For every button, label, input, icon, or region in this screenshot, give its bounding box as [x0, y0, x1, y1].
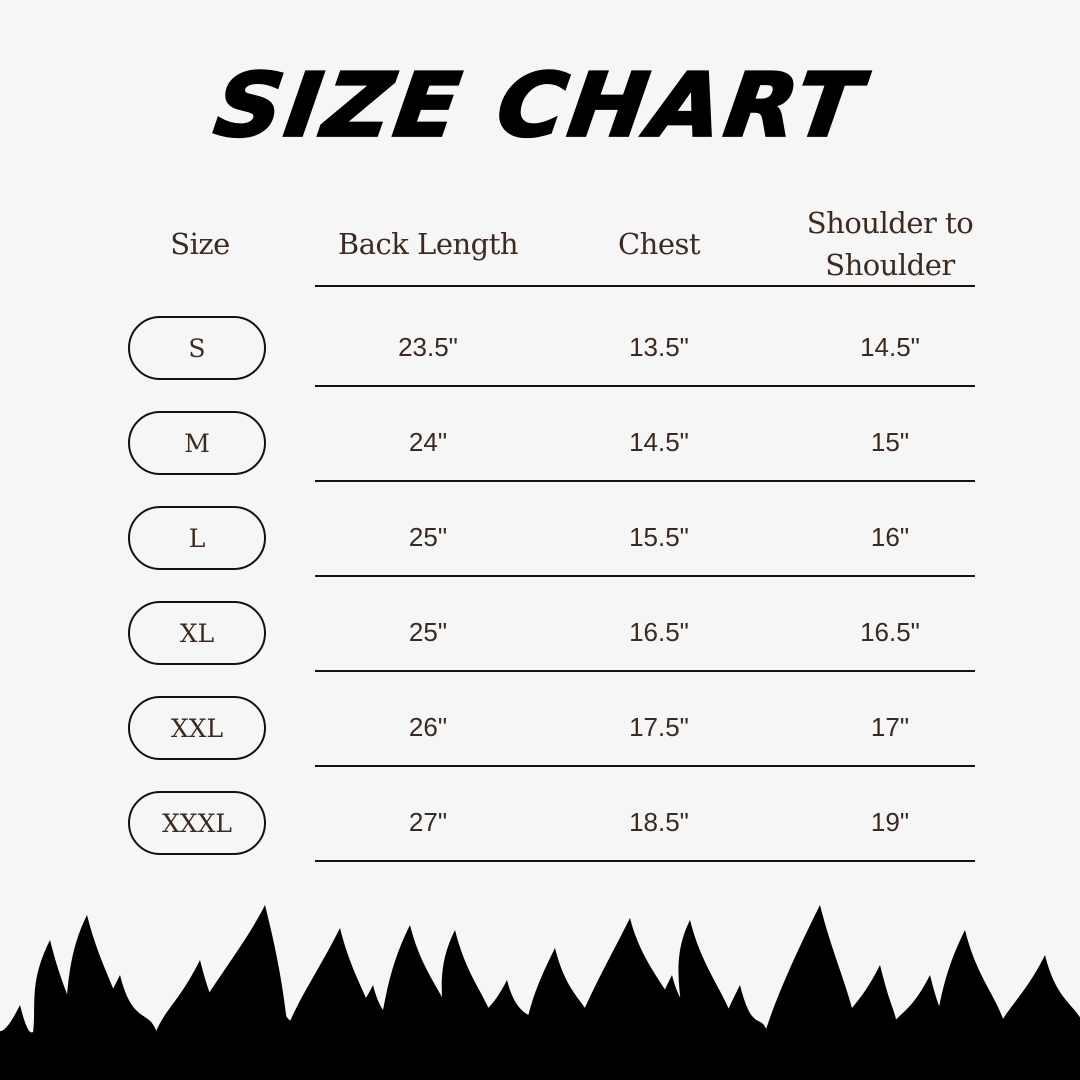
size-badge: L [128, 506, 266, 570]
shoulder-value: 19" [870, 807, 910, 837]
chest-value: 16.5" [629, 617, 689, 647]
size-badge: XXL [128, 696, 266, 760]
row-divider [315, 765, 975, 767]
chest-value: 17.5" [629, 712, 689, 742]
row-divider [315, 480, 975, 482]
size-badge: XL [128, 601, 266, 665]
page-title: SIZE CHART [208, 53, 872, 158]
back-length-value: 23.5" [398, 332, 458, 362]
shoulder-value: 16" [870, 522, 910, 552]
flames-decoration [0, 905, 1080, 1080]
chest-value: 14.5" [629, 427, 689, 457]
back-length-value: 25" [408, 522, 448, 552]
row-divider [315, 575, 975, 577]
back-length-value: 27" [408, 807, 448, 837]
shoulder-value: 15" [870, 427, 910, 457]
flame-icon [0, 905, 1080, 1080]
header-chest: Chest [617, 227, 701, 261]
header-shoulder-line2: Shoulder [825, 248, 955, 282]
header-divider [315, 285, 975, 287]
size-label: S [188, 333, 206, 363]
row-divider [315, 385, 975, 387]
chest-value: 13.5" [629, 332, 689, 362]
size-badge: M [128, 411, 266, 475]
row-divider [315, 670, 975, 672]
shoulder-value: 16.5" [860, 617, 920, 647]
size-label: M [184, 428, 210, 458]
size-label: L [188, 523, 206, 553]
header-back-length: Back Length [337, 227, 519, 261]
size-badge: XXXL [128, 791, 266, 855]
back-length-value: 26" [408, 712, 448, 742]
chest-value: 18.5" [629, 807, 689, 837]
size-badge: S [128, 316, 266, 380]
shoulder-value: 14.5" [860, 332, 920, 362]
shoulder-value: 17" [870, 712, 910, 742]
row-divider [315, 860, 975, 862]
size-label: XL [179, 618, 215, 648]
size-label: XXXL [162, 808, 232, 838]
size-label: XXL [170, 713, 224, 743]
header-size: Size [170, 227, 230, 261]
back-length-value: 25" [408, 617, 448, 647]
chest-value: 15.5" [629, 522, 689, 552]
header-shoulder-line1: Shoulder to [806, 206, 974, 240]
back-length-value: 24" [408, 427, 448, 457]
